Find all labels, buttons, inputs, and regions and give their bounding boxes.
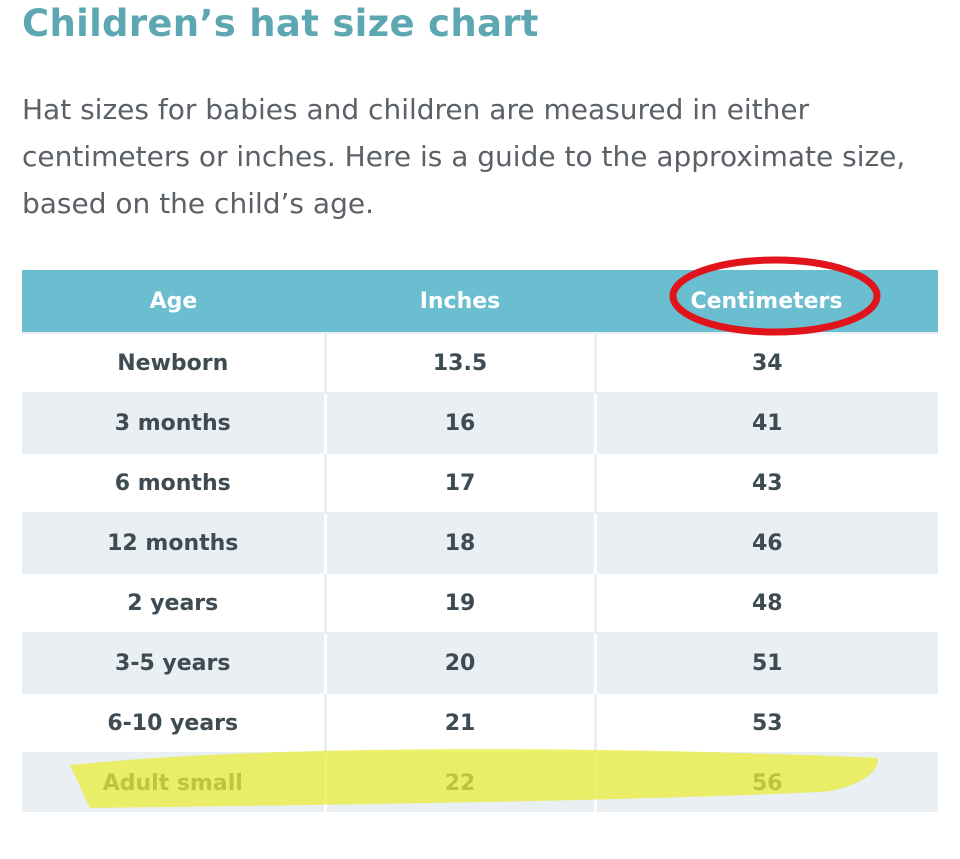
table-row: 6-10 years 21 53	[22, 692, 938, 753]
table-cell: 6 months	[22, 452, 325, 513]
table-cell: 17	[323, 452, 595, 513]
table-row: Newborn 13.5 34	[22, 332, 938, 393]
table-row: 3 months 16 41	[22, 392, 938, 453]
table-row: Adult small 22 56	[22, 752, 938, 812]
table-cell: 21	[323, 692, 595, 753]
table-row: 2 years 19 48	[22, 572, 938, 633]
table-cell: Adult small	[22, 752, 325, 812]
size-table: Age Inches Centimeters Newborn 13.5 34 3 mont…	[22, 270, 938, 812]
table-cell: 16	[323, 392, 595, 453]
column-header: Centimeters	[595, 270, 938, 333]
table-cell: 2 years	[22, 572, 325, 633]
table-cell: 3-5 years	[22, 632, 325, 693]
table-cell: 41	[593, 392, 938, 453]
table-cell: 18	[323, 512, 595, 573]
table-cell: 51	[593, 632, 938, 693]
table-cell: Newborn	[22, 332, 325, 393]
table-cell: 56	[593, 752, 938, 812]
column-header: Age	[22, 270, 325, 333]
table-cell: 46	[593, 512, 938, 573]
table-cell: 19	[323, 572, 595, 633]
table-cell: 22	[323, 752, 595, 812]
title: Children’s hat size chart	[22, 2, 539, 45]
table-cell: 12 months	[22, 512, 325, 573]
table-cell: 43	[593, 452, 938, 513]
column-header: Inches	[325, 270, 595, 333]
table-cell: 48	[593, 572, 938, 633]
table-cell: 3 months	[22, 392, 325, 453]
header-row: Age Inches Centimeters	[22, 270, 938, 333]
table-row: 12 months 18 46	[22, 512, 938, 573]
intro-text: Hat sizes for babies and children are me…	[22, 93, 906, 220]
table-row: 3-5 years 20 51	[22, 632, 938, 693]
table-cell: 34	[593, 332, 938, 393]
table-row: 6 months 17 43	[22, 452, 938, 513]
table-cell: 6-10 years	[22, 692, 325, 753]
table-cell: 13.5	[323, 332, 595, 393]
table-cell: 20	[323, 632, 595, 693]
table-cell: 53	[593, 692, 938, 753]
